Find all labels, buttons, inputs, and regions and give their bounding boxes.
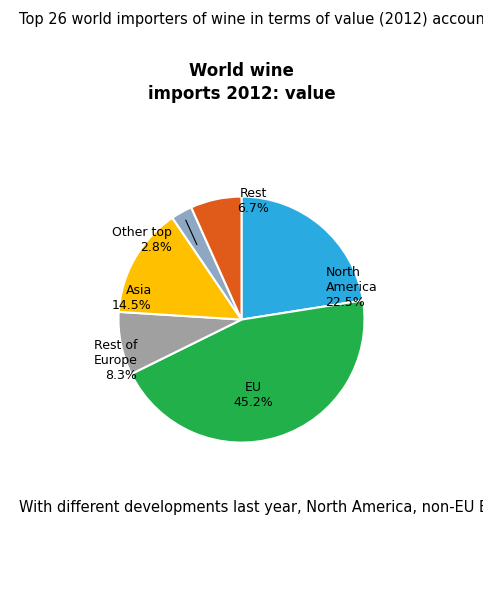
Text: North
America
22.5%: North America 22.5%: [326, 267, 377, 309]
Text: Top 26 world importers of wine in terms of value (2012) account for  93% of worl: Top 26 world importers of wine in terms …: [19, 12, 483, 27]
Wedge shape: [119, 218, 242, 320]
Title: World wine
imports 2012: value: World wine imports 2012: value: [148, 63, 335, 103]
Wedge shape: [242, 197, 363, 320]
Text: Rest of
Europe
8.3%: Rest of Europe 8.3%: [93, 339, 137, 382]
Text: Other top
2.8%: Other top 2.8%: [112, 226, 172, 254]
Wedge shape: [118, 312, 242, 374]
Wedge shape: [131, 300, 365, 443]
Text: Rest
6.7%: Rest 6.7%: [237, 188, 269, 215]
Text: EU
45.2%: EU 45.2%: [233, 381, 273, 409]
Text: With different developments last year, North America, non-EU Europe and Asia wer: With different developments last year, N…: [19, 500, 483, 516]
Wedge shape: [191, 197, 242, 320]
Wedge shape: [172, 207, 242, 320]
Text: Asia
14.5%: Asia 14.5%: [112, 284, 152, 312]
